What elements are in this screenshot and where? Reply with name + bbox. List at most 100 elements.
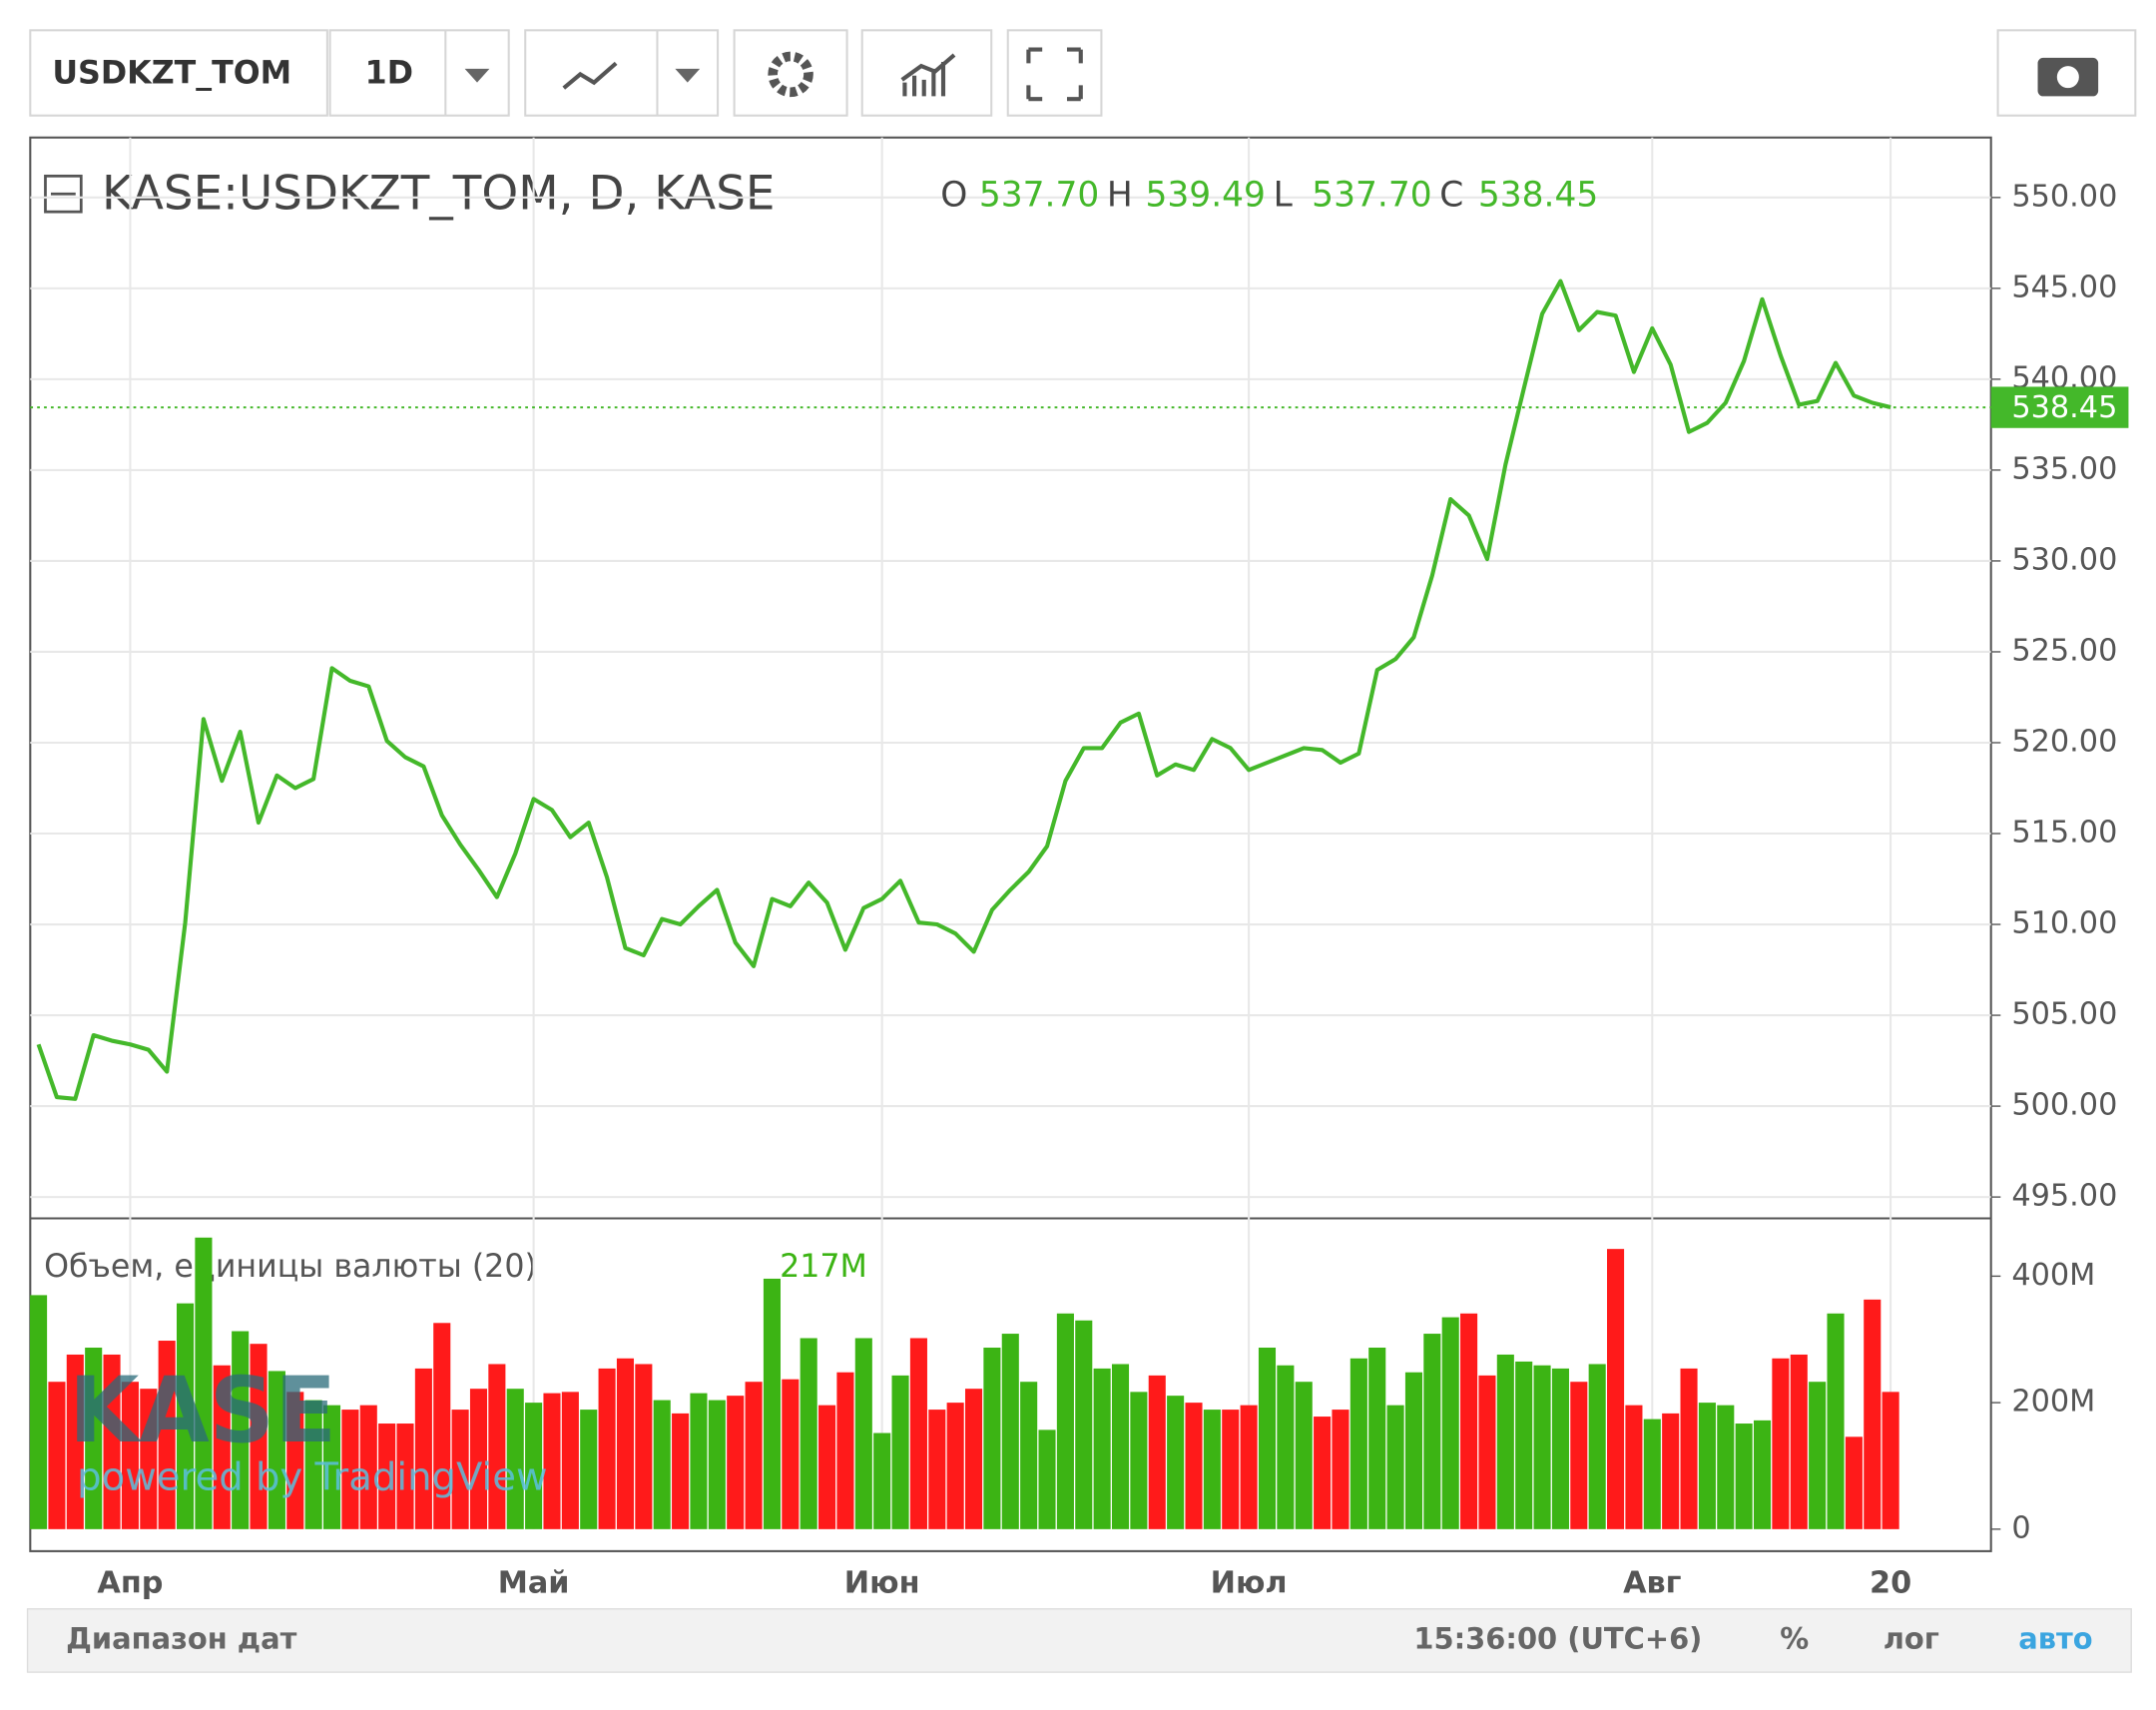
ohlc-value: 539.49: [1146, 175, 1266, 215]
volume-bar: [1809, 1382, 1827, 1529]
volume-bar: [745, 1382, 763, 1529]
volume-bar: [451, 1410, 469, 1529]
volume-bar: [1607, 1249, 1625, 1529]
volume-bar: [672, 1413, 690, 1529]
series-title: KASE:USDKZT_TOM, D, KASE: [102, 167, 776, 221]
volume-bar: [946, 1403, 964, 1529]
volume-bar: [341, 1410, 359, 1529]
y-tick-label: 530.00: [2011, 542, 2117, 577]
volume-bar: [1478, 1375, 1496, 1529]
x-tick-label: Июн: [844, 1565, 920, 1600]
ohlc-value: 538.45: [1478, 175, 1598, 215]
date-range[interactable]: Диапазон дат: [66, 1621, 297, 1655]
volume-bar: [30, 1295, 48, 1529]
volume-bar: [1075, 1320, 1093, 1529]
y-tick-label: 545.00: [2011, 270, 2117, 304]
volume-bar: [1496, 1354, 1514, 1529]
volume-bar: [1020, 1382, 1038, 1529]
x-tick-label: Июл: [1211, 1565, 1288, 1600]
indicator-icon: [900, 53, 956, 97]
volume-bar: [213, 1365, 231, 1529]
volume-bar: [359, 1405, 377, 1529]
volume-bar: [1404, 1372, 1423, 1529]
ohlc-key: H: [1107, 175, 1133, 215]
volume-bar: [818, 1405, 836, 1529]
volume-bar: [1222, 1410, 1240, 1529]
collapse-icon[interactable]: [44, 174, 83, 214]
y-tick-label: 525.00: [2011, 633, 2117, 668]
volume-bar: [232, 1331, 250, 1529]
volume-bar: [506, 1389, 524, 1529]
volume-bar: [121, 1382, 139, 1529]
symbol-box[interactable]: [29, 29, 328, 117]
x-tick-label: Апр: [97, 1565, 163, 1600]
volume-bar: [635, 1364, 653, 1529]
settings-button[interactable]: [733, 29, 848, 117]
volume-title: Объем, единицы валюты (20): [44, 1249, 537, 1285]
volume-bar: [1130, 1392, 1148, 1529]
volume-bar: [1827, 1313, 1845, 1529]
volume-bar: [1882, 1392, 1899, 1529]
volume-bar: [1295, 1382, 1313, 1529]
volume-bar: [690, 1393, 708, 1529]
gear-icon: [768, 51, 813, 98]
volume-bar: [1203, 1410, 1221, 1529]
ohlc-key: O: [940, 175, 967, 215]
auto-toggle[interactable]: авто: [2018, 1621, 2092, 1655]
volume-bar: [1441, 1317, 1459, 1529]
volume-bar: [561, 1392, 579, 1529]
volume-last: 217M: [780, 1249, 867, 1285]
x-tick-label: Май: [498, 1565, 570, 1600]
volume-bar: [488, 1364, 506, 1529]
percent-toggle[interactable]: %: [1780, 1621, 1809, 1655]
volume-bar: [1864, 1299, 1882, 1529]
volume-bar: [836, 1372, 854, 1529]
volume-bar: [177, 1303, 195, 1529]
volume-bar: [433, 1323, 451, 1529]
volume-bar: [66, 1354, 84, 1529]
volume-bar: [1240, 1405, 1258, 1529]
volume-bar: [1515, 1361, 1533, 1529]
line-style-icon: [562, 61, 618, 90]
volume-bar: [1735, 1424, 1753, 1529]
volume-bar: [304, 1400, 322, 1529]
volume-bar: [85, 1347, 103, 1529]
volume-bar: [543, 1393, 561, 1529]
volume-bar: [1093, 1368, 1111, 1529]
fullscreen-button[interactable]: [1006, 29, 1103, 117]
symbol: USDKZT_TOM: [52, 55, 291, 91]
volume-bar: [103, 1354, 121, 1529]
volume-bar: [1680, 1368, 1698, 1529]
ohlc-value: 537.70: [1312, 175, 1431, 215]
volume-bar: [469, 1389, 488, 1529]
volume-bar: [782, 1379, 800, 1529]
volume-bar: [1386, 1405, 1404, 1529]
volume-bar: [1314, 1417, 1332, 1529]
last-price-label: 538.45: [2011, 390, 2117, 425]
volume-bar: [1625, 1405, 1643, 1529]
volume-bar: [286, 1392, 304, 1529]
volume-bar: [928, 1410, 946, 1529]
volume-bar: [1277, 1365, 1295, 1529]
watermark-powered: powered by TradingView: [77, 1455, 547, 1500]
volume-bar: [1790, 1354, 1808, 1529]
indicators-button[interactable]: [860, 29, 993, 117]
watermark-logo: KASE: [69, 1359, 336, 1463]
volume-bar: [1111, 1364, 1130, 1529]
volume-bar: [800, 1338, 817, 1529]
footer-bar: [26, 1608, 2132, 1673]
y2-tick-label: 200M: [2011, 1385, 2095, 1420]
volume-bar: [653, 1400, 671, 1529]
y-tick-label: 495.00: [2011, 1179, 2117, 1214]
volume-bar: [1185, 1403, 1203, 1529]
volume-bar: [891, 1375, 909, 1529]
clock: 15:36:00 (UTC+6): [1413, 1621, 1702, 1655]
fullscreen-icon: [1026, 47, 1083, 102]
volume-bar: [1588, 1364, 1606, 1529]
volume-bar: [322, 1405, 341, 1529]
volume-bar: [1717, 1405, 1735, 1529]
volume-bar: [727, 1396, 745, 1529]
log-toggle[interactable]: лог: [1884, 1621, 1939, 1655]
ohlc-key: L: [1274, 175, 1293, 215]
volume-bar: [1148, 1375, 1166, 1529]
